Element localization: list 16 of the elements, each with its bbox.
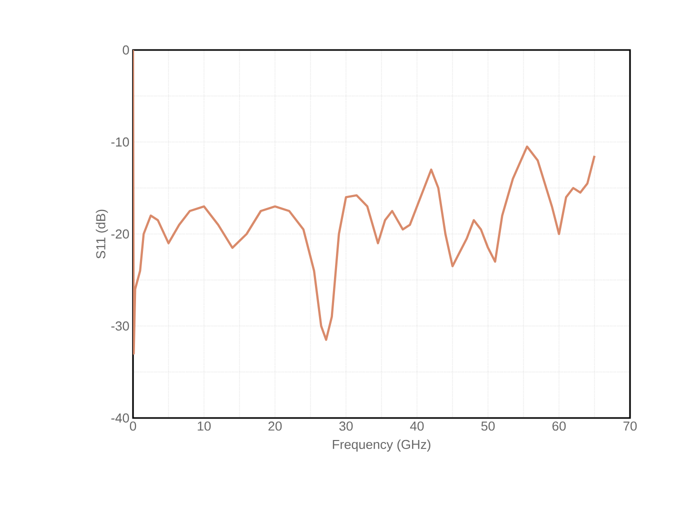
x-tick-label: 60 bbox=[552, 422, 566, 431]
x-tick-label: 0 bbox=[130, 422, 136, 431]
y-tick-label: -20 bbox=[111, 229, 129, 239]
x-axis-title: Frequency (GHz) bbox=[332, 440, 430, 452]
x-tick-label: 40 bbox=[410, 422, 424, 431]
line-series bbox=[133, 50, 596, 355]
x-tick-label: 20 bbox=[268, 422, 282, 431]
x-tick-label: 10 bbox=[198, 422, 211, 431]
y-axis-title: S11 (dB) bbox=[96, 210, 108, 258]
y-tick-label: -10 bbox=[111, 137, 129, 147]
x-tick-label: 50 bbox=[481, 422, 495, 431]
x-tick-label: 30 bbox=[339, 422, 353, 431]
y-tick-label: -40 bbox=[111, 413, 129, 423]
y-tick-label: -30 bbox=[111, 321, 129, 331]
x-tick-label: 70 bbox=[623, 422, 637, 431]
y-tick-label: 0 bbox=[122, 45, 129, 55]
